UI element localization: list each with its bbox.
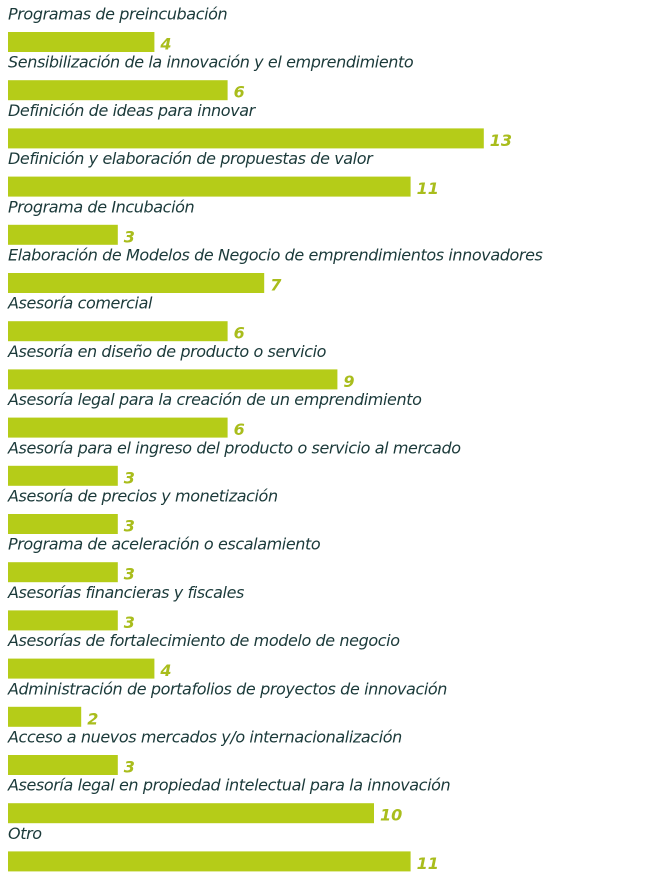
value-label: 2: [87, 709, 98, 728]
value-label: 9: [343, 372, 354, 391]
value-label: 3: [124, 758, 135, 777]
bar: [8, 706, 82, 727]
value-label: 10: [380, 806, 402, 825]
category-label: Otro: [8, 824, 42, 843]
bar: [8, 321, 228, 342]
value-label: 6: [234, 83, 245, 102]
bar: [8, 803, 374, 824]
value-label: 3: [124, 517, 135, 536]
bar: [8, 562, 118, 583]
value-label: 3: [124, 565, 135, 584]
category-label: Definición y elaboración de propuestas d…: [8, 149, 374, 168]
bar: [8, 224, 118, 245]
category-label: Administración de portafolios de proyect…: [7, 679, 447, 698]
category-label: Programa de Incubación: [8, 197, 195, 216]
bar: [8, 610, 118, 631]
value-label: 3: [124, 468, 135, 487]
bar: [8, 755, 118, 775]
value-label: 6: [234, 324, 245, 343]
category-label: Definición de ideas para innovar: [8, 101, 257, 120]
bar: [8, 80, 228, 101]
category-label: Asesorías de fortalecimiento de modelo d…: [7, 631, 400, 650]
value-label: 3: [124, 227, 135, 246]
bar: [8, 176, 411, 197]
category-label: Asesoría legal en propiedad intelectual …: [7, 776, 451, 795]
value-label: 4: [159, 661, 171, 680]
value-label: 13: [490, 131, 512, 150]
value-label: 7: [270, 276, 282, 295]
category-label: Asesoría para el ingreso del producto o …: [7, 438, 461, 457]
category-label: Sensibilización de la innovación y el em…: [8, 53, 414, 72]
category-label: Asesoría comercial: [7, 294, 153, 313]
value-label: 6: [234, 420, 245, 439]
bar: [8, 514, 118, 534]
category-label: Programas de preincubación: [8, 5, 228, 24]
bar: [8, 658, 155, 679]
category-label: Asesoría legal para la creación de un em…: [7, 390, 422, 409]
bar: [8, 465, 118, 486]
category-label: Elaboración de Modelos de Negocio de emp…: [8, 246, 543, 265]
category-label: Asesorías financieras y fiscales: [7, 583, 244, 602]
category-label: Asesoría en diseño de producto o servici…: [7, 342, 327, 361]
bar: [8, 273, 265, 293]
bar: [8, 128, 484, 149]
category-label: Programa de aceleración o escalamiento: [8, 535, 321, 554]
bar: [8, 32, 155, 52]
bar: [8, 417, 228, 438]
category-label: Asesoría de precios y monetización: [7, 487, 278, 506]
value-label: 11: [417, 854, 439, 873]
value-label: 4: [159, 35, 171, 54]
bar: [8, 369, 338, 390]
value-label: 11: [417, 179, 439, 198]
bar: [8, 851, 411, 872]
value-label: 3: [124, 613, 135, 632]
category-label: Acceso a nuevos mercados y/o internacion…: [7, 728, 402, 747]
